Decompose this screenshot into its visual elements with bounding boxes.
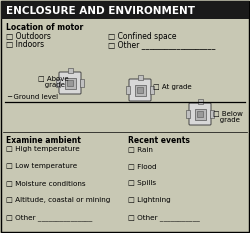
Text: ─ Ground level: ─ Ground level — [7, 94, 58, 100]
Text: □ Other ___________: □ Other ___________ — [128, 214, 200, 221]
Text: □ Spills: □ Spills — [128, 180, 156, 186]
Text: Location of motor: Location of motor — [6, 23, 83, 32]
Text: □ Low temperature: □ Low temperature — [6, 163, 77, 169]
Text: □ Altitude, coastal or mining: □ Altitude, coastal or mining — [6, 197, 110, 203]
Text: Examine ambient: Examine ambient — [6, 136, 81, 145]
Text: □ High temperature: □ High temperature — [6, 146, 80, 152]
Bar — [194, 109, 205, 120]
Text: □ Flood: □ Flood — [128, 163, 156, 169]
Text: □ Moisture conditions: □ Moisture conditions — [6, 180, 86, 186]
Text: □ Indoors: □ Indoors — [6, 40, 44, 49]
FancyBboxPatch shape — [129, 79, 151, 101]
Bar — [210, 110, 214, 118]
Text: □ Rain: □ Rain — [128, 146, 153, 152]
Text: □ Below
   grade: □ Below grade — [213, 110, 243, 123]
FancyBboxPatch shape — [189, 103, 211, 125]
Bar — [198, 99, 202, 104]
Text: □ At grade: □ At grade — [153, 84, 192, 90]
Bar — [134, 85, 145, 96]
FancyBboxPatch shape — [59, 72, 81, 94]
Text: □ Lightning: □ Lightning — [128, 197, 171, 203]
Bar — [126, 86, 130, 94]
Bar — [138, 75, 142, 80]
Bar — [186, 110, 190, 118]
Text: □ Other ___________________: □ Other ___________________ — [108, 40, 216, 49]
Bar — [137, 87, 143, 93]
Text: □ Confined space: □ Confined space — [108, 32, 176, 41]
Bar — [68, 68, 72, 73]
Bar — [197, 111, 203, 117]
Text: Recent events: Recent events — [128, 136, 190, 145]
Bar — [1, 1, 249, 19]
Text: □ Above
   grade: □ Above grade — [38, 75, 68, 88]
Text: ENCLOSURE AND ENVIRONMENT: ENCLOSURE AND ENVIRONMENT — [6, 6, 195, 16]
Bar — [150, 86, 154, 94]
Bar — [67, 80, 73, 86]
Text: □ Outdoors: □ Outdoors — [6, 32, 51, 41]
Bar — [80, 79, 84, 87]
Text: □ Other _______________: □ Other _______________ — [6, 214, 92, 221]
Bar — [64, 78, 76, 89]
Bar — [56, 79, 60, 87]
